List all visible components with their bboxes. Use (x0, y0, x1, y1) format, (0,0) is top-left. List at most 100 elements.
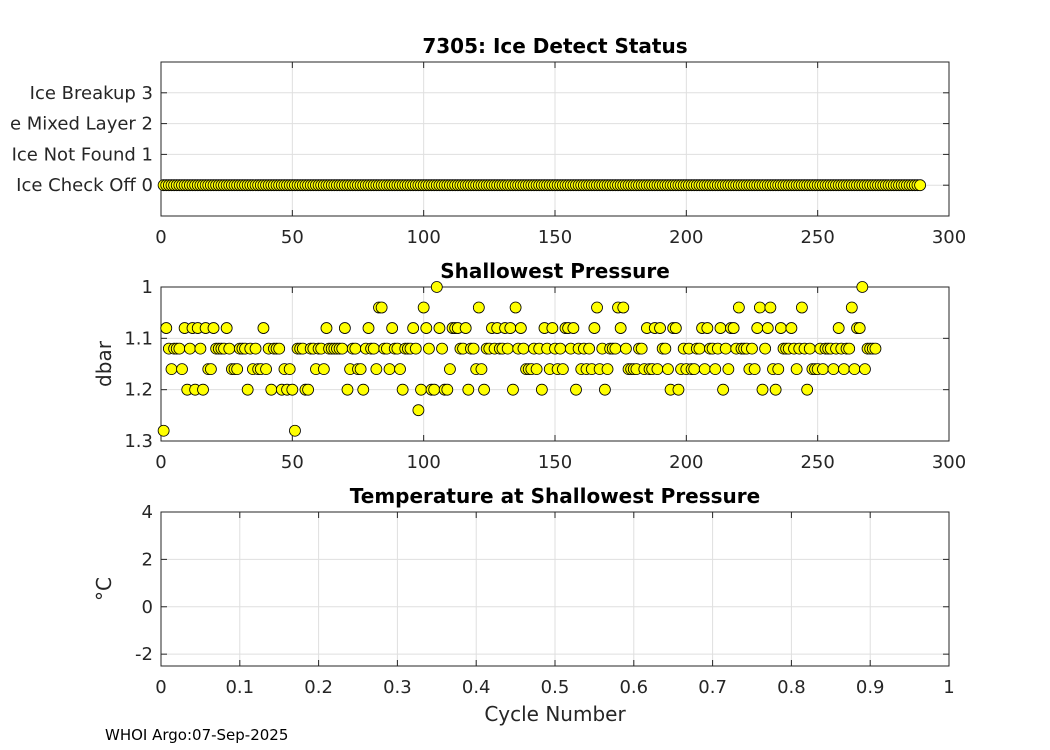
data-point (223, 342, 236, 355)
data-point (475, 363, 488, 376)
data-point (817, 363, 829, 376)
data-point (220, 322, 233, 334)
data-point (609, 342, 622, 355)
x-tick-label: 1 (943, 677, 954, 698)
data-point (570, 383, 582, 396)
data-point (701, 322, 714, 334)
data-point (588, 322, 601, 334)
data-point (843, 342, 856, 355)
data-point (620, 342, 632, 355)
data-point (914, 179, 927, 192)
data-point (273, 342, 286, 355)
data-point (260, 363, 272, 376)
x-tick-label: 250 (800, 227, 834, 248)
data-point (832, 322, 845, 334)
data-point (317, 363, 330, 376)
data-point (803, 342, 816, 355)
data-point (827, 363, 840, 376)
data-point (341, 383, 354, 396)
data-point (183, 342, 196, 355)
data-point (546, 322, 559, 334)
x-tick-label: 300 (932, 452, 966, 473)
data-point (283, 363, 296, 376)
data-point (173, 342, 186, 355)
x-tick-label: 0.7 (698, 677, 727, 698)
y-tick-label: Ice Not Found 1 (12, 144, 153, 165)
data-point (796, 301, 808, 314)
x-tick-label: 200 (669, 227, 703, 248)
data-point (869, 342, 882, 355)
data-point (436, 342, 448, 355)
y-tick-label: 0 (142, 597, 153, 618)
data-point (336, 342, 349, 355)
data-point (591, 301, 603, 314)
data-point (688, 363, 701, 376)
x-tick-label: 250 (800, 452, 834, 473)
data-point (265, 383, 278, 396)
data-point (601, 363, 614, 376)
data-point (856, 281, 869, 293)
footer-text: WHOI Argo:07-Sep-2025 (105, 726, 289, 744)
data-point (467, 342, 480, 355)
data-point (320, 322, 333, 334)
data-point (441, 383, 454, 396)
data-point (386, 322, 399, 334)
x-axis-label: Cycle Number (484, 702, 626, 726)
data-point (746, 342, 758, 355)
data-point (790, 363, 803, 376)
data-point (412, 404, 425, 417)
data-point (717, 383, 730, 396)
y-tick-label: 2 (142, 549, 153, 570)
data-point (556, 363, 569, 376)
data-point (501, 342, 514, 355)
data-point (349, 342, 362, 355)
data-point (509, 301, 522, 314)
data-point (433, 322, 446, 334)
x-tick-label: 0 (155, 227, 166, 248)
data-point (396, 383, 409, 396)
chart-1: 0 50 100 150 200 250 300 Ice Check Off 0 Ice Not… (10, 34, 966, 248)
x-tick-label: 0.9 (856, 677, 885, 698)
data-point (394, 363, 406, 376)
data-point (617, 301, 630, 314)
x-tick-label: 50 (281, 227, 304, 248)
chart-2: 0 50 100 150 200 250 300 1 1.1 1.2 1.3 Shallowest P… (92, 259, 966, 473)
data-point (338, 322, 351, 334)
data-point (848, 363, 861, 376)
data-point (535, 383, 548, 396)
y-tick-label: Ice Breakup 3 (30, 83, 153, 104)
data-point (517, 342, 530, 355)
x-tick-label: 100 (406, 227, 440, 248)
data-point (853, 322, 866, 334)
data-point (662, 363, 674, 376)
data-point (748, 363, 761, 376)
x-tick-label: 150 (538, 227, 572, 248)
chart-title: Temperature at Shallowest Pressure (350, 484, 760, 508)
data-point (530, 363, 543, 376)
y-tick-label: 1.3 (124, 431, 153, 452)
y-tick-label: -2 (135, 644, 153, 665)
data-point (205, 363, 217, 376)
data-point (504, 322, 517, 334)
data-point (362, 322, 375, 334)
x-tick-label: 0.8 (777, 677, 806, 698)
data-point (651, 363, 664, 376)
data-point (599, 383, 611, 396)
data-point (759, 342, 772, 355)
y-tick-label: Ice Check Off 0 (16, 175, 153, 196)
data-point (257, 322, 270, 334)
data-point (801, 383, 814, 396)
data-point (838, 363, 850, 376)
x-tick-label: 50 (281, 452, 304, 473)
y-tick-label: 1 (142, 277, 153, 298)
data-point (785, 322, 798, 334)
data-point (722, 363, 735, 376)
data-point (693, 342, 706, 355)
data-point (514, 322, 527, 334)
data-point (764, 301, 777, 314)
data-point (249, 342, 262, 355)
data-point (756, 383, 769, 396)
data-point (472, 301, 485, 314)
data-point (727, 322, 740, 334)
